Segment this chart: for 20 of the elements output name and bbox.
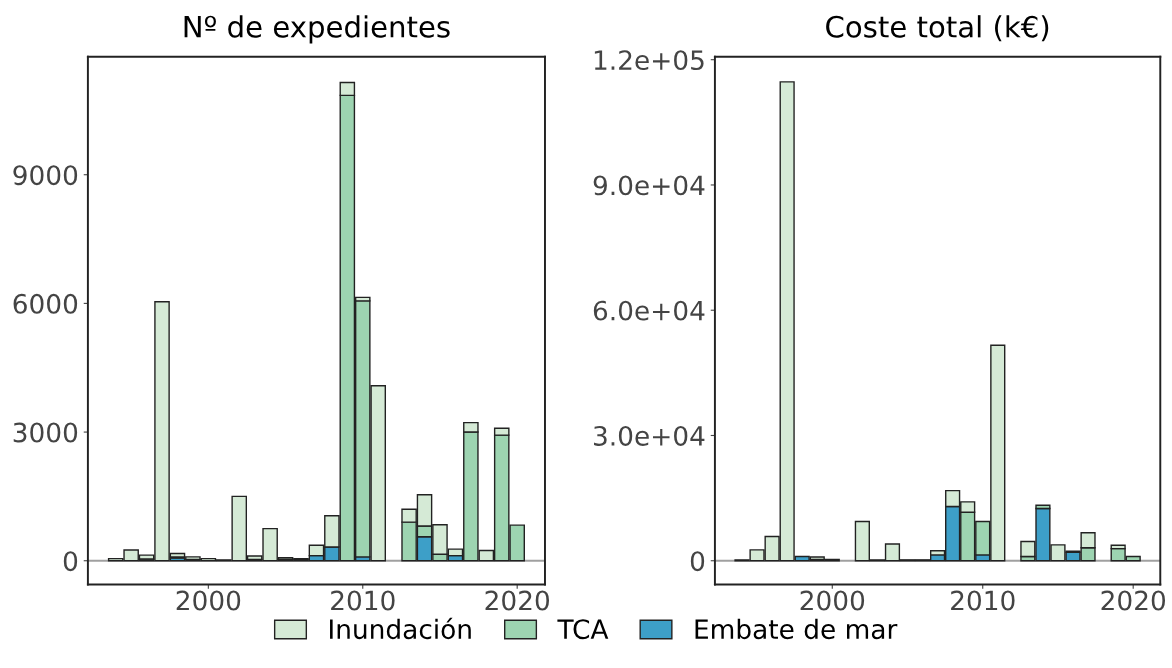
y-tick-label: 1.2e+05 bbox=[594, 50, 704, 71]
y-tick-label: 3000 bbox=[13, 422, 78, 443]
x-tick-label: 2000 bbox=[800, 590, 865, 611]
y-tick-label: 6.0e+04 bbox=[593, 300, 705, 321]
y-tick-label: 9000 bbox=[13, 165, 78, 186]
chart-title: Nº de expedientes bbox=[184, 15, 450, 44]
legend-label: Inundación bbox=[330, 617, 471, 640]
y-tick-label: 3.0e+04 bbox=[594, 425, 705, 446]
y-tick-label: 0 bbox=[63, 551, 78, 572]
x-tick-label: 2000 bbox=[176, 590, 241, 611]
legend-label: TCA bbox=[557, 619, 609, 640]
y-tick-label: 0 bbox=[690, 551, 705, 572]
y-tick-label: 6000 bbox=[13, 293, 78, 314]
y-tick-label: 9.0e+04 bbox=[593, 175, 705, 196]
legend-label: Embate de mar bbox=[695, 618, 898, 640]
chart-title: Coste total (k€) bbox=[826, 15, 1049, 42]
x-tick-label: 2010 bbox=[331, 590, 395, 611]
x-tick-label: 2020 bbox=[485, 590, 550, 611]
x-tick-label: 2020 bbox=[1101, 590, 1166, 611]
x-tick-label: 2010 bbox=[951, 590, 1015, 611]
